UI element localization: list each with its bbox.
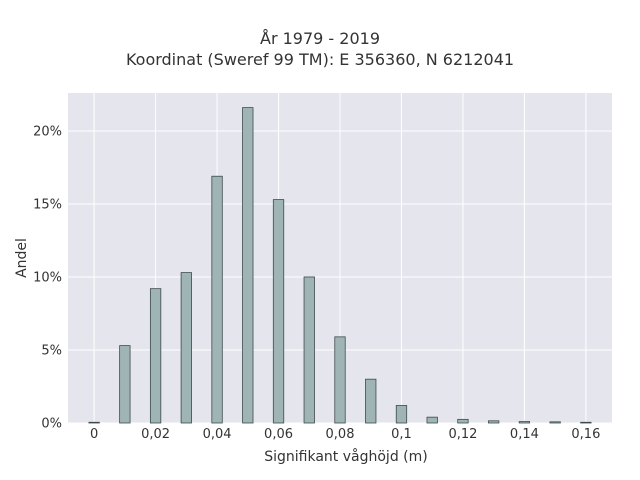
histogram-bar bbox=[272, 199, 285, 424]
bars bbox=[88, 107, 592, 424]
x-tick-label: 0,1 bbox=[391, 427, 412, 442]
x-tick-label: 0,12 bbox=[448, 427, 477, 442]
histogram-bar bbox=[119, 345, 131, 424]
y-tick-label: 15% bbox=[33, 197, 62, 212]
y-axis-label: Andel bbox=[14, 238, 30, 278]
x-tick-label: 0,06 bbox=[264, 427, 293, 442]
y-tick-label: 10% bbox=[33, 270, 62, 285]
y-tick-label: 0% bbox=[41, 417, 62, 432]
histogram-bar bbox=[211, 175, 223, 424]
histogram-bar bbox=[549, 421, 561, 424]
x-tick-label: 0,02 bbox=[141, 427, 170, 442]
histogram-bar bbox=[303, 276, 315, 424]
y-tick-labels: 0% 5% 10% 15% 20% bbox=[33, 124, 62, 431]
histogram-bar bbox=[488, 420, 500, 424]
y-tick-label: 20% bbox=[33, 124, 62, 139]
y-tick-label: 5% bbox=[41, 343, 62, 358]
histogram-bar bbox=[365, 378, 377, 424]
histogram-bar bbox=[426, 416, 438, 424]
histogram-bar bbox=[457, 418, 469, 424]
x-tick-label: 0,04 bbox=[203, 427, 232, 442]
x-tick-label: 0,14 bbox=[510, 427, 539, 442]
x-tick-label: 0,16 bbox=[571, 427, 600, 442]
histogram-bar bbox=[180, 272, 192, 424]
x-tick-label: 0,08 bbox=[326, 427, 355, 442]
histogram-bar bbox=[580, 421, 592, 424]
x-tick-labels: 0 0,02 0,04 0,06 0,08 0,1 0,12 0,14 0,16 bbox=[90, 427, 600, 442]
histogram-bar bbox=[242, 107, 254, 424]
histogram-bar bbox=[88, 421, 100, 424]
histogram-bar bbox=[518, 421, 531, 424]
histogram-bar bbox=[334, 336, 346, 424]
histogram-bar bbox=[395, 405, 408, 424]
histogram-bar bbox=[149, 288, 162, 424]
x-axis-label: Signifikant våghöjd (m) bbox=[264, 448, 427, 465]
chart-title-line-1: År 1979 - 2019 bbox=[260, 29, 380, 48]
chart-title-line-2: Koordinat (Sweref 99 TM): E 356360, N 62… bbox=[125, 50, 515, 69]
x-tick-label: 0 bbox=[90, 427, 98, 442]
